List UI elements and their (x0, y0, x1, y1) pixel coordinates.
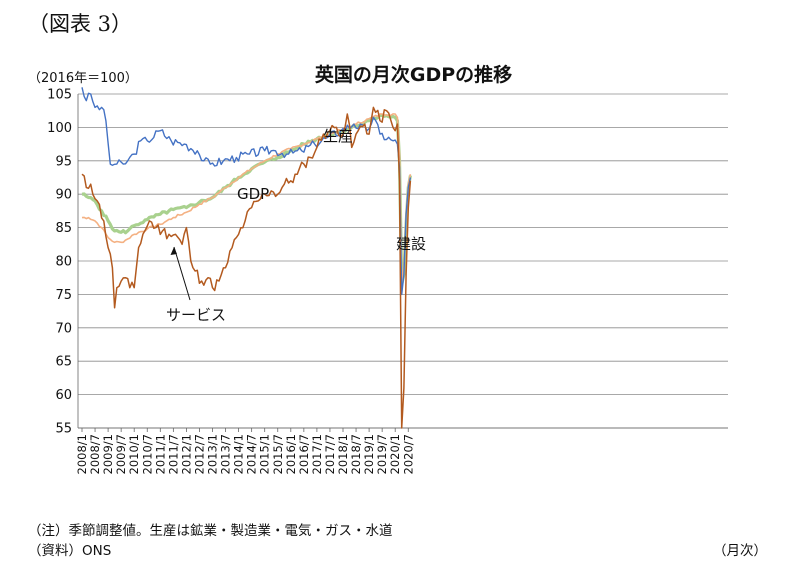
x-tick-label: 2010/1 (127, 434, 141, 474)
y-tick-label: 55 (55, 422, 72, 437)
annotation-arrow (173, 246, 191, 301)
x-tick-label: 2017/7 (323, 434, 337, 474)
x-tick-label: 2010/7 (140, 434, 154, 474)
x-tick-label: 2008/1 (75, 434, 89, 474)
x-tick-label: 2020/7 (401, 434, 415, 474)
x-tick-label: 2015/7 (271, 434, 285, 474)
chart-title: 英国の月次GDPの推移 (314, 64, 513, 86)
x-tick-label: 2018/7 (349, 434, 363, 474)
y-tick-label: 90 (55, 188, 72, 203)
x-tick-label: 2011/7 (166, 434, 180, 474)
y-tick-label: 75 (55, 288, 72, 303)
x-tick-label: 2008/7 (88, 434, 102, 474)
y-tick-label: 105 (47, 88, 72, 103)
y-tick-labels: 55 60 65 70 75 80 85 90 95 100 105 (47, 88, 72, 437)
annotation-arrowhead (170, 247, 177, 255)
x-tick-label: 2009/7 (114, 434, 128, 474)
y-tick-label: 65 (55, 355, 72, 370)
x-tick-label: 2016/7 (297, 434, 311, 474)
x-tick-label: 2019/7 (375, 434, 389, 474)
series-annotation: GDP (237, 185, 269, 203)
x-tick-label: 2018/1 (336, 434, 350, 474)
series-line-2 (81, 113, 412, 282)
x-tick-label: 2017/1 (310, 434, 324, 474)
x-tick-label: 2012/7 (192, 434, 206, 474)
y-unit-label: （2016年＝100） (28, 71, 138, 86)
series-annotation: 生産 (323, 127, 353, 145)
y-tick-label: 100 (47, 121, 72, 136)
y-tick-label: 70 (55, 321, 72, 336)
x-tick-label: 2019/1 (362, 434, 376, 474)
series-line-0 (81, 87, 412, 296)
series-annotation: サービス (166, 306, 226, 324)
x-tick-label: 2009/1 (101, 434, 115, 474)
x-unit-label: （月次） (713, 543, 767, 559)
series-lines (81, 87, 412, 429)
y-tick-label: 85 (55, 221, 72, 236)
figure-label: （図表 3） (28, 12, 133, 36)
series-line-1 (81, 113, 412, 286)
x-tick-label: 2014/7 (245, 434, 259, 474)
y-tick-label: 95 (55, 154, 72, 169)
x-tick-label: 2016/1 (284, 434, 298, 474)
x-tick-label: 2015/1 (258, 434, 272, 474)
y-tick-label: 80 (55, 255, 72, 270)
series-annotation: 建設 (396, 235, 426, 253)
footnote: （注）季節調整値。生産は鉱業・製造業・電気・ガス・水道 (28, 523, 393, 539)
x-tick-label: 2014/1 (232, 434, 246, 474)
source-note: （資料）ONS (28, 543, 112, 559)
x-tick-label: 2011/1 (153, 434, 167, 474)
x-tick-labels: 2008/1 2008/7 2009/1 2009/7 2010/1 2010/7 2011… (75, 434, 415, 474)
x-tick-label: 2013/1 (206, 434, 220, 474)
series-line-3 (81, 106, 412, 429)
x-tick-label: 2012/1 (179, 434, 193, 474)
y-tick-label: 60 (55, 388, 72, 403)
x-tick-label: 2013/7 (219, 434, 233, 474)
x-tick-label: 2020/1 (388, 434, 402, 474)
